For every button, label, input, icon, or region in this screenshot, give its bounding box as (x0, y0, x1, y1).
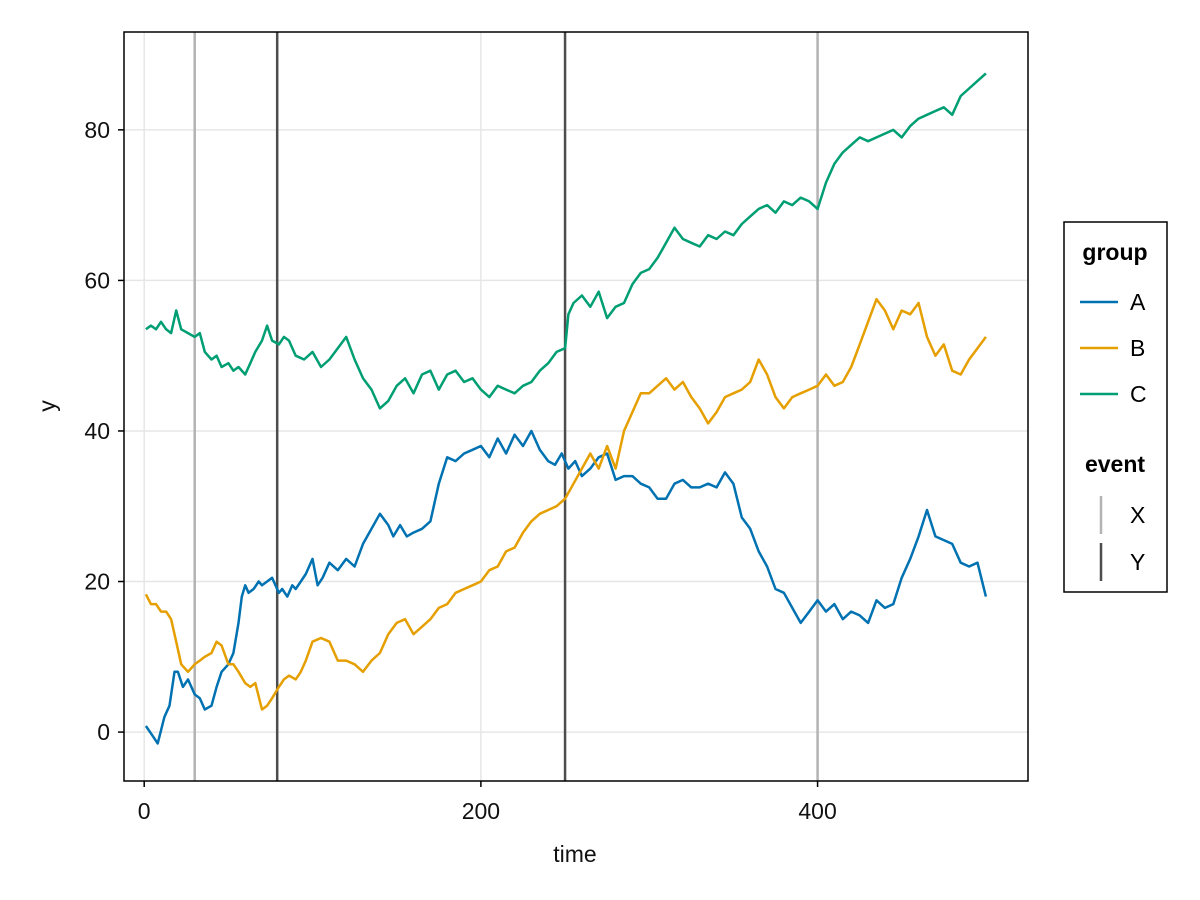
y-tick-label: 20 (84, 569, 110, 595)
y-tick-label: 60 (84, 267, 110, 293)
x-tick-label: 200 (462, 798, 500, 824)
series-lines (144, 72, 988, 745)
y-tick-label: 80 (84, 117, 110, 143)
legend: group A B C event X Y (1063, 221, 1168, 593)
x-axis-title: time (553, 841, 596, 867)
series-line-a (144, 429, 988, 745)
y-tick-label: 0 (97, 719, 110, 745)
legend-box (1063, 221, 1168, 593)
y-tick-label: 40 (84, 418, 110, 444)
series-line-b (144, 297, 987, 711)
legend-title-group: group (1082, 239, 1147, 265)
event-lines (193, 32, 819, 781)
grid (124, 32, 1028, 781)
y-axis-title: y (34, 400, 60, 412)
legend-title-event: event (1085, 451, 1145, 477)
x-tick-label: 0 (138, 798, 151, 824)
y-ticks: 0 20 40 60 80 (84, 117, 124, 745)
plot-frame (123, 31, 1029, 782)
x-ticks: 0 200 400 (138, 781, 837, 824)
legend-label-x: X (1130, 502, 1145, 528)
x-tick-label: 400 (798, 798, 836, 824)
legend-label-b: B (1130, 335, 1145, 361)
legend-label-a: A (1130, 289, 1146, 315)
legend-label-c: C (1130, 381, 1147, 407)
legend-label-y: Y (1130, 549, 1145, 575)
series-line-c (145, 72, 987, 410)
